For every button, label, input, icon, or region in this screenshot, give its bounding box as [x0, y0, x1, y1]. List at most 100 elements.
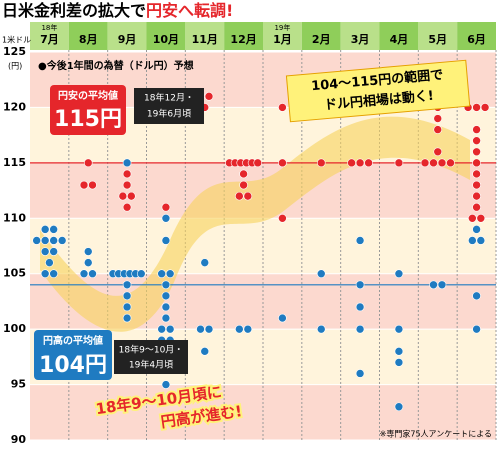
dot	[433, 125, 443, 134]
dot	[40, 247, 50, 256]
dot	[45, 258, 54, 267]
x-tick-label: 4月	[390, 33, 409, 46]
dot	[476, 213, 486, 223]
dot	[204, 92, 214, 101]
dot	[433, 147, 443, 157]
dot	[355, 302, 365, 312]
strong-value: 104円	[39, 353, 107, 378]
header-cell	[185, 22, 225, 50]
dot	[40, 225, 50, 234]
header-cell	[457, 22, 496, 50]
dot	[472, 158, 481, 168]
dot	[394, 402, 404, 412]
header-cell	[146, 22, 186, 50]
trend-band	[40, 116, 470, 332]
dot	[437, 280, 447, 290]
header-cell	[68, 22, 108, 50]
dot	[122, 280, 132, 290]
y-unit: 1米ドル	[2, 35, 31, 45]
weak-when-box	[134, 88, 204, 124]
dot	[278, 103, 287, 112]
dot	[161, 280, 171, 290]
y-tick-label: 125	[3, 45, 26, 58]
dot	[200, 258, 210, 267]
y-tick-label: 120	[3, 100, 26, 113]
dot	[122, 313, 132, 323]
dot	[420, 158, 430, 168]
x-tick-label: 7月	[40, 33, 59, 46]
dot	[161, 380, 171, 389]
year-label: 18年	[41, 23, 57, 32]
dot	[472, 291, 481, 301]
dot	[355, 280, 365, 290]
dot	[122, 291, 132, 301]
header-cell	[418, 22, 458, 50]
dot	[468, 213, 477, 223]
subtitle: ●今後1年間の為替（ドル円）予想	[38, 59, 194, 72]
range-note: 104〜115円の範囲で ドル円相場は動く!	[285, 59, 471, 123]
dot	[243, 324, 253, 334]
x-tick-label: 3月	[351, 33, 370, 46]
dot	[239, 180, 248, 190]
header-cell	[340, 22, 380, 50]
dot	[122, 158, 132, 168]
dot	[472, 191, 481, 201]
y-tick-label: 110	[3, 211, 26, 224]
dot	[157, 324, 166, 334]
dot	[278, 313, 287, 323]
dot	[239, 169, 248, 179]
dot	[394, 324, 404, 334]
dot	[364, 158, 373, 168]
dot	[394, 158, 404, 168]
x-tick-label: 2月	[312, 33, 331, 46]
dot	[200, 347, 210, 356]
dot	[161, 313, 171, 323]
note-box	[285, 59, 471, 123]
x-tick-label: 8月	[79, 33, 98, 46]
dot	[480, 103, 490, 112]
dot	[40, 269, 50, 279]
dot	[472, 136, 481, 145]
dot	[157, 269, 166, 279]
header-cell	[224, 22, 263, 50]
dot	[122, 169, 132, 179]
dot	[235, 324, 244, 334]
dot	[83, 258, 93, 267]
dot	[83, 158, 93, 168]
dot	[472, 202, 481, 212]
dot	[394, 269, 404, 279]
dot	[161, 291, 171, 301]
dot	[472, 103, 481, 112]
strong-when: 19年4月頃	[129, 359, 173, 371]
dot	[122, 180, 132, 190]
x-tick-label: 12月	[230, 33, 256, 46]
dot	[472, 225, 481, 234]
x-tick-label: 11月	[192, 33, 218, 46]
dot	[472, 180, 481, 190]
dot	[347, 158, 356, 168]
dot	[161, 202, 171, 212]
dot	[472, 125, 481, 134]
source: ※専門家75人アンケートによる	[380, 429, 492, 439]
dot	[49, 225, 58, 234]
dot	[235, 191, 244, 201]
dot	[429, 280, 438, 290]
dot	[49, 269, 58, 279]
header-cell	[263, 22, 302, 50]
dot	[472, 147, 481, 157]
dot	[429, 158, 438, 168]
dot	[355, 158, 365, 168]
dot	[79, 269, 89, 279]
dot	[32, 236, 41, 245]
x-tick-label: 1月	[273, 33, 292, 46]
dot	[355, 369, 365, 378]
weak-when: 18年12月・	[144, 92, 194, 104]
dot	[204, 324, 214, 334]
dot	[161, 236, 171, 245]
y-tick-label: 90	[11, 433, 27, 446]
year-label: 19年	[274, 23, 290, 32]
x-tick-label: 6月	[467, 33, 486, 46]
dot	[394, 347, 404, 356]
dot	[243, 191, 253, 201]
dot	[88, 180, 97, 190]
